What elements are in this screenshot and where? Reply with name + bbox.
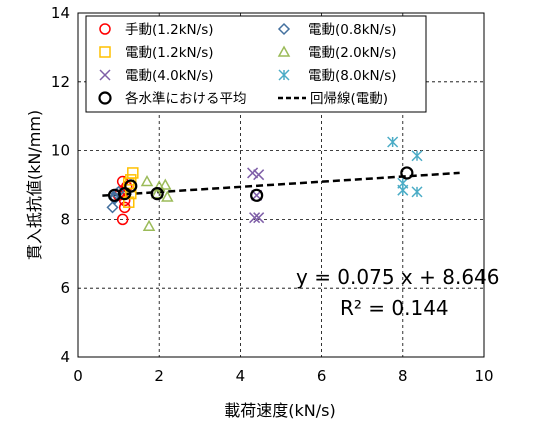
data-point-square	[125, 174, 137, 186]
data-point-circle	[118, 194, 131, 207]
legend-label: 手動(1.2kN/s)	[125, 22, 214, 38]
x-tick-label: 10	[474, 367, 493, 385]
y-tick-label: 14	[51, 4, 70, 22]
y-axis-title: 貫入抵抗値(kN/mm)	[25, 110, 44, 260]
legend-label: 電動(8.0kN/s)	[308, 68, 397, 84]
legend-label: 電動(4.0kN/s)	[125, 68, 214, 84]
r-squared: R² = 0.144	[340, 296, 449, 320]
x-tick-label: 8	[398, 367, 408, 385]
data-point-triangle	[161, 190, 174, 202]
legend-label: 各水準における平均	[125, 91, 247, 107]
regression-equation: y = 0.075 x + 8.646	[296, 265, 500, 289]
legend-marker	[277, 22, 291, 36]
legend-marker	[278, 69, 290, 81]
legend-marker	[98, 91, 112, 105]
legend-label: 電動(1.2kN/s)	[125, 45, 214, 61]
data-point-x	[247, 167, 259, 179]
y-tick-label: 4	[60, 348, 70, 366]
data-point-triangle	[150, 187, 164, 199]
data-point-triangle	[159, 178, 172, 190]
legend-label: 電動(2.0kN/s)	[308, 45, 397, 61]
data-point-asterisk	[411, 150, 423, 162]
x-tick-label: 4	[236, 367, 246, 385]
data-point-x	[249, 212, 261, 224]
x-tick-label: 6	[317, 367, 327, 385]
y-tick-label: 6	[60, 279, 70, 297]
tick-labels: 0 2 4 6 8 10 4 6 8 10 12 14	[51, 4, 494, 385]
data-point-circle-bold	[150, 187, 164, 201]
data-point-asterisk	[387, 136, 399, 148]
x-axis-title: 載荷速度(kN/s)	[224, 401, 335, 420]
x-tick-label: 0	[73, 367, 83, 385]
legend: 手動(1.2kN/s) 電動(0.8kN/s) 電動(1.2kN/s) 電動(2.0k…	[85, 15, 427, 113]
data-point-asterisk	[411, 186, 423, 198]
data-point-circle	[116, 213, 129, 226]
legend-label: 回帰線(電動)	[310, 90, 388, 107]
legend-marker	[99, 23, 111, 35]
data-point-diamond	[106, 201, 119, 214]
legend-items: 手動(1.2kN/s) 電動(0.8kN/s) 電動(1.2kN/s) 電動(2.0k…	[98, 22, 397, 107]
legend-marker	[99, 46, 111, 58]
data-point-x	[253, 169, 265, 181]
data-point-triangle	[140, 175, 154, 187]
legend-label: 電動(0.8kN/s)	[308, 22, 397, 38]
data-point-circle-bold	[124, 179, 138, 193]
y-tick-label: 10	[51, 142, 70, 160]
legend-marker	[277, 45, 291, 57]
legend-marker	[99, 69, 111, 81]
y-tick-label: 8	[60, 210, 70, 228]
data-point-circle-bold	[250, 188, 264, 202]
x-tick-label: 2	[154, 367, 164, 385]
legend-box	[85, 15, 427, 113]
data-point-triangle	[142, 219, 156, 232]
data-point-circle-bold	[400, 166, 414, 180]
data-point-square	[123, 177, 135, 190]
data-point-asterisk	[397, 184, 409, 196]
data-markers	[106, 136, 423, 232]
y-tick-label: 12	[51, 73, 70, 91]
data-point-x	[253, 212, 265, 224]
